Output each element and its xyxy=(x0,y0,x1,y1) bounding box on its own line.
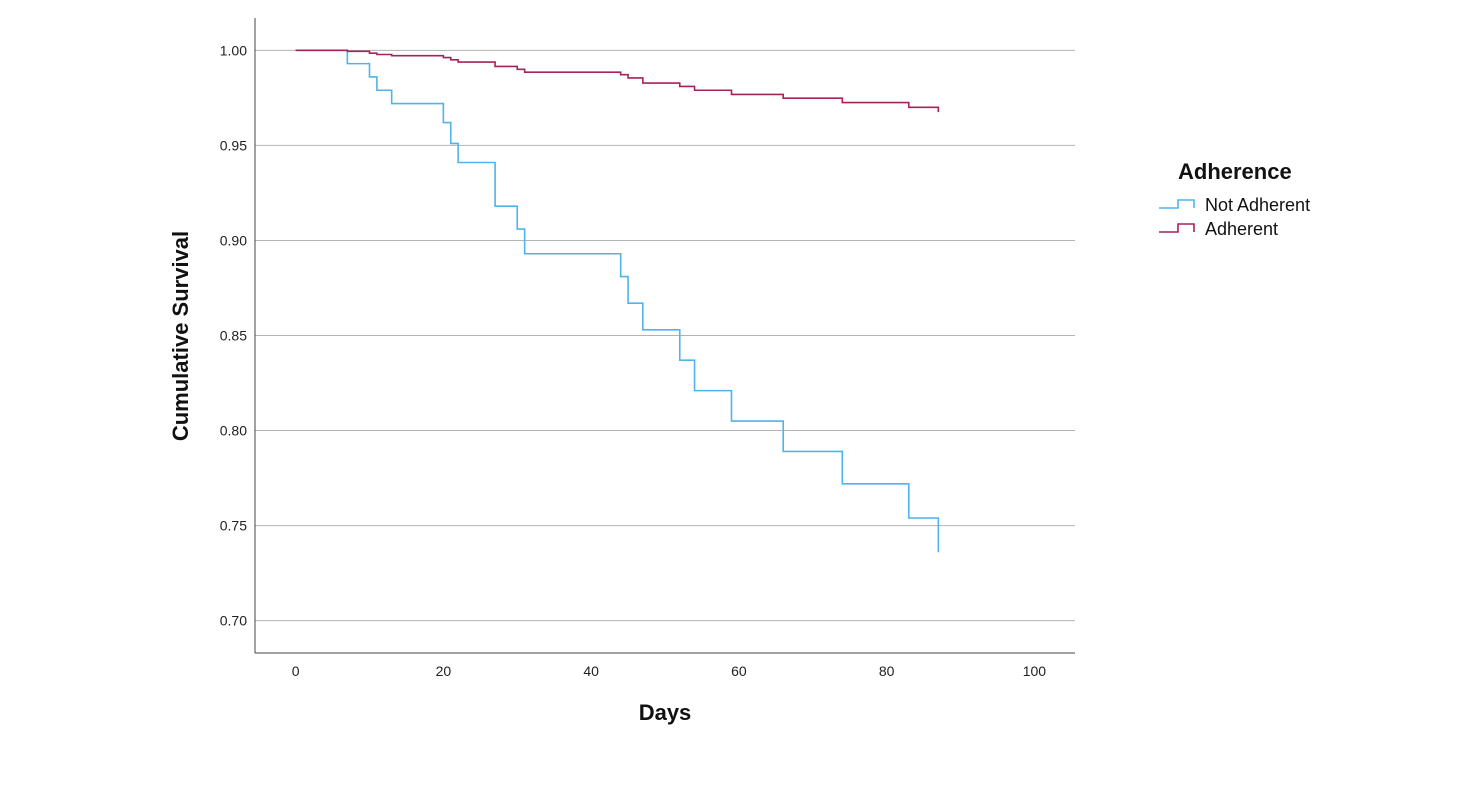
legend-title: Adherence xyxy=(1178,159,1292,184)
x-tick-label: 60 xyxy=(731,663,747,679)
series-line-not-adherent xyxy=(295,49,940,553)
gridlines xyxy=(255,49,1075,622)
legend-swatch-not-adherent xyxy=(1159,199,1195,209)
x-tick-label: 80 xyxy=(879,663,895,679)
series-line-adherent xyxy=(295,49,940,113)
legend-label-not-adherent: Not Adherent xyxy=(1205,195,1310,215)
x-tick-label: 100 xyxy=(1023,663,1047,679)
legend-swatch-adherent xyxy=(1159,223,1195,233)
y-axis-title: Cumulative Survival xyxy=(168,231,193,441)
legend: Adherence Not Adherent Adherent xyxy=(1159,159,1310,239)
y-tick-label: 0.95 xyxy=(220,137,247,153)
y-tick-label: 0.75 xyxy=(220,518,247,534)
y-tick-label: 0.90 xyxy=(220,232,247,248)
series-lines xyxy=(295,49,940,553)
axes xyxy=(254,18,1075,654)
x-tick-label: 20 xyxy=(436,663,452,679)
y-tick-label: 1.00 xyxy=(220,42,247,58)
y-tick-label: 0.85 xyxy=(220,328,247,344)
x-tick-label: 0 xyxy=(292,663,300,679)
y-tick-label: 0.70 xyxy=(220,613,247,629)
x-tick-label: 40 xyxy=(583,663,599,679)
y-tick-labels: 0.70 0.75 0.80 0.85 0.90 0.95 1.00 xyxy=(220,42,247,628)
x-axis-title: Days xyxy=(639,700,692,725)
y-tick-label: 0.80 xyxy=(220,423,247,439)
legend-label-adherent: Adherent xyxy=(1205,219,1278,239)
x-tick-labels: 0 20 40 60 80 100 xyxy=(292,663,1047,679)
